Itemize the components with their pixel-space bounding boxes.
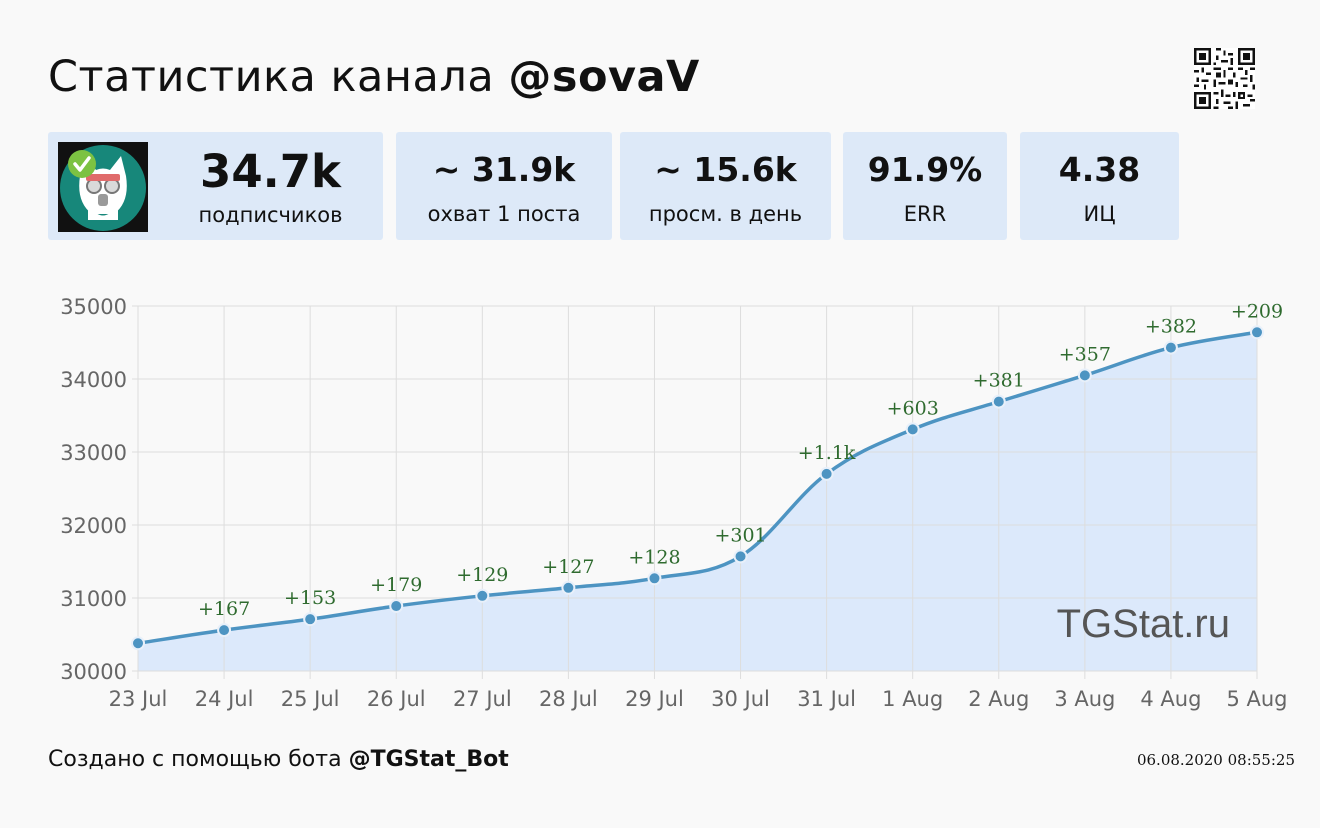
data-point [991,394,1006,409]
x-tick-label: 4 Aug [1140,687,1201,711]
data-label: +209 [1231,300,1283,322]
subscribers-label: подписчиков [198,203,343,227]
x-tick-label: 25 Jul [281,687,340,711]
x-tick-label: 24 Jul [195,687,254,711]
data-label: +179 [370,574,422,596]
data-label: +381 [973,370,1025,392]
data-label: +153 [284,587,336,609]
subscribers-value: 34.7k [200,145,341,198]
data-label: +382 [1145,316,1197,338]
subscribers-card: 34.7k подписчиков [48,132,383,240]
data-point [389,599,404,614]
series-line [137,330,1258,645]
y-tick-label: 35000 [60,295,127,319]
data-point [647,571,662,586]
x-tick-label: 29 Jul [625,687,684,711]
y-tick-label: 30000 [60,660,127,684]
channel-name: @sovaV [508,52,700,102]
ic-card: 4.38 ИЦ [1020,132,1179,240]
qr-code-icon [1194,48,1255,109]
y-tick-label: 34000 [60,368,127,392]
x-tick-label: 2 Aug [968,687,1029,711]
data-point [303,612,318,627]
owl-gas-mask-avatar-icon [58,142,148,232]
daily-views-value: ~ 15.6k [654,150,797,189]
data-label: +301 [714,524,766,546]
ic-label: ИЦ [1083,202,1116,226]
data-point [819,466,834,481]
x-tick-label: 30 Jul [711,687,770,711]
data-point [905,422,920,437]
y-tick-label: 33000 [60,441,127,465]
x-tick-label: 1 Aug [882,687,943,711]
x-tick-label: 27 Jul [453,687,512,711]
err-card: 91.9% ERR [843,132,1007,240]
daily-views-label: просм. в день [648,202,803,226]
data-point [561,580,576,595]
reach-label: охват 1 поста [427,202,581,226]
err-value: 91.9% [867,150,983,189]
data-label: +128 [628,546,680,568]
footer-credit: Создано с помощью бота @TGStat_Bot [48,747,509,772]
x-tick-label: 23 Jul [109,687,168,711]
data-point [1250,325,1264,340]
data-label: +129 [456,564,508,586]
reach-value: ~ 31.9k [432,150,576,189]
data-label: +167 [198,598,250,620]
x-tick-label: 31 Jul [797,687,856,711]
data-point [217,623,232,638]
daily-views-card: ~ 15.6k просм. в день [620,132,831,240]
watermark: TGStat.ru [1057,602,1230,646]
ic-value: 4.38 [1058,150,1141,189]
err-label: ERR [903,202,947,226]
data-label: +1.1k [798,442,856,464]
bot-link[interactable]: @TGStat_Bot [348,747,509,772]
data-point [1163,340,1178,355]
y-tick-label: 31000 [60,587,127,611]
title-prefix: Статистика канала [48,52,495,102]
reach-card: ~ 31.9k охват 1 поста [396,132,612,240]
area-fill [138,332,1257,671]
x-tick-label: 26 Jul [367,687,426,711]
data-point [475,588,490,603]
x-tick-label: 3 Aug [1054,687,1115,711]
page-title: Статистика канала @sovaV [48,52,700,102]
data-point [733,549,748,564]
data-point [1077,368,1092,383]
data-label: +127 [542,556,594,578]
x-tick-label: 5 Aug [1226,687,1287,711]
timestamp: 06.08.2020 08:55:25 [1136,751,1295,769]
y-tick-label: 32000 [60,514,127,538]
data-label: +603 [887,397,939,419]
footer-text: Создано с помощью бота [48,747,342,772]
data-point [131,636,145,651]
data-label: +357 [1059,343,1111,365]
x-tick-label: 28 Jul [539,687,598,711]
